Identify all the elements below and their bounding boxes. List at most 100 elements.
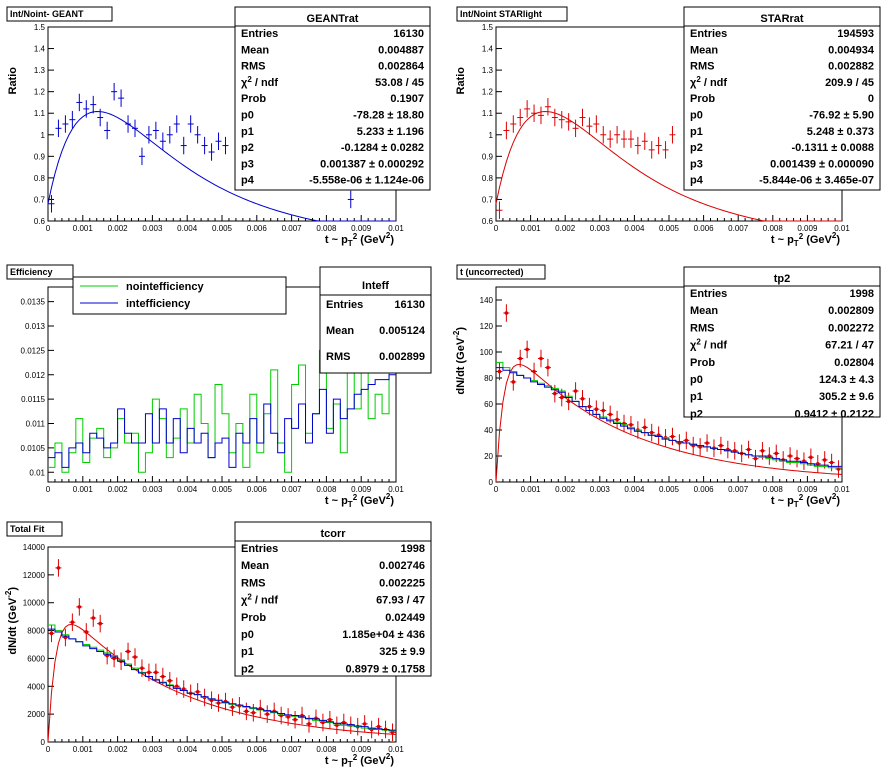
x-tick-label: 0.006 [247, 224, 268, 233]
stats-label: p1 [241, 126, 254, 138]
x-tick-label: 0.009 [797, 485, 818, 494]
data-point [497, 369, 502, 374]
stats-value: 16130 [394, 299, 425, 311]
x-tick-label: 0.008 [316, 224, 337, 233]
x-tick-label: 0.001 [73, 745, 94, 754]
y-tick-label: 100 [480, 348, 494, 357]
stats-value: 0.004934 [828, 44, 875, 56]
data-point [788, 454, 792, 458]
data-point [580, 397, 585, 401]
stats-label: Entries [241, 543, 278, 555]
x-tick-label: 0.01 [834, 485, 850, 494]
stats-title: tp2 [774, 273, 791, 285]
y-axis-label: Ratio [7, 67, 19, 95]
data-point [559, 395, 564, 400]
data-point [328, 717, 332, 722]
x-tick-label: 0.006 [247, 745, 268, 754]
stats-value: 1.185e+04 ± 436 [342, 629, 425, 641]
x-tick-label: 0.002 [108, 224, 129, 233]
data-point [553, 391, 557, 396]
stats-box: GEANTrat Entries 16130 Mean 0.004887 RMS 0.002… [234, 6, 431, 191]
x-tick-label: 0.005 [212, 224, 233, 233]
stats-box: STARrat Entries 194593 Mean 0.004934 RMS 0.002… [683, 6, 881, 191]
legend-entry: nointefficiency [126, 281, 205, 293]
y-tick-label: 2000 [27, 710, 45, 719]
stats-value: 16130 [393, 28, 424, 40]
x-tick-label: 0.006 [694, 485, 715, 494]
stats-label: p4 [690, 175, 704, 187]
stats-value: 0.8979 ± 0.1758 [346, 663, 425, 675]
y-tick-label: 1.5 [482, 23, 494, 32]
y-tick-label: 1.2 [482, 88, 494, 97]
data-point [511, 380, 516, 384]
x-tick-label: 0.002 [108, 485, 129, 494]
panel-title: Int/Noint STARlight [460, 9, 542, 19]
stats-label: Prob [241, 93, 266, 105]
x-tick-label: 0.009 [351, 224, 372, 233]
y-tick-label: 1.1 [482, 109, 494, 118]
x-tick-label: 0 [46, 224, 51, 233]
x-tick-label: 0.003 [590, 485, 611, 494]
y-tick-label: 0.7 [482, 195, 494, 204]
series-blue [496, 367, 842, 467]
y-tick-label: 0 [489, 478, 494, 487]
y-tick-label: 0.0135 [21, 298, 46, 307]
x-tick-label: 0.007 [728, 224, 749, 233]
series-nointefficiency [48, 306, 396, 473]
data-point [649, 430, 654, 435]
stats-value: 0 [868, 93, 874, 105]
stats-label: χ2 / ndf [241, 75, 278, 89]
stats-label: Entries [241, 28, 278, 40]
stats-value: -78.28 ± 18.80 [353, 110, 424, 122]
y-tick-label: 0.9 [482, 152, 494, 161]
x-tick-label: 0.008 [316, 485, 337, 494]
panel-title-box [6, 6, 113, 22]
data-point [573, 389, 578, 393]
stats-value: 0.001439 ± 0.000090 [770, 158, 874, 170]
x-tick-label: 0 [494, 224, 499, 233]
stats-value: 0.02449 [385, 612, 425, 624]
y-tick-label: 0.01 [29, 468, 45, 477]
y-tick-label: 0.9 [34, 152, 46, 161]
y-tick-label: 1 [489, 131, 494, 140]
x-tick-label: 0.003 [142, 224, 163, 233]
x-axis-label: t ~ pT2 (GeV2) [325, 492, 394, 509]
stats-label: RMS [326, 351, 350, 363]
data-point [133, 655, 137, 659]
x-tick-label: 0.001 [73, 485, 94, 494]
stats-frame [683, 266, 881, 418]
data-point [795, 456, 799, 461]
y-tick-label: 0.7 [34, 195, 46, 204]
stats-value: 0.001387 ± 0.000292 [320, 158, 424, 170]
stats-label: p2 [241, 142, 254, 154]
data-point [829, 460, 834, 465]
x-tick-label: 0.008 [316, 745, 337, 754]
x-tick-label: 0.002 [555, 224, 576, 233]
series-blue [48, 628, 396, 731]
stats-value: 67.21 / 47 [825, 340, 874, 352]
data-point [49, 631, 54, 636]
data-point [753, 456, 758, 461]
x-tick-label: 0.006 [247, 485, 268, 494]
x-tick-label: 0 [494, 485, 499, 494]
stats-value: 0.002864 [378, 61, 425, 73]
x-tick-label: 0.007 [282, 224, 303, 233]
panel-title: t (uncorrected) [460, 267, 524, 277]
stats-value: 1998 [850, 288, 874, 300]
stats-label: Mean [690, 305, 718, 317]
y-tick-label: 14000 [23, 543, 46, 552]
data-point [98, 621, 102, 626]
stats-label: Entries [326, 299, 363, 311]
stats-label: Mean [241, 560, 269, 572]
y-tick-label: 0.012 [25, 371, 46, 380]
data-point [719, 443, 723, 448]
stats-value: 0.004887 [378, 44, 424, 56]
stats-value: 209.9 / 45 [825, 77, 874, 89]
data-point [126, 649, 130, 654]
x-tick-label: 0.01 [834, 224, 850, 233]
data-point [587, 404, 592, 409]
stats-title: tcorr [320, 528, 346, 540]
y-tick-label: 80 [484, 374, 493, 383]
stats-value: 124.3 ± 4.3 [819, 374, 874, 386]
stats-label: Prob [690, 357, 715, 369]
